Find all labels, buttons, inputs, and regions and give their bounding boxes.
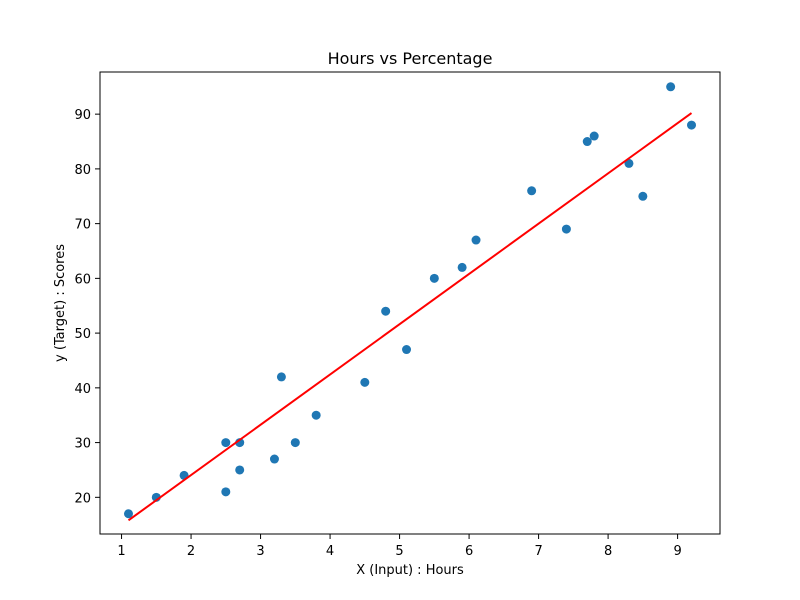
data-point <box>381 306 391 316</box>
x-tick-label: 6 <box>465 544 473 559</box>
data-point <box>471 235 481 245</box>
data-point <box>311 410 321 420</box>
data-point <box>561 224 571 234</box>
regression-line <box>127 112 693 522</box>
y-tick-label: 20 <box>74 491 91 506</box>
data-point <box>589 131 599 141</box>
x-axis-label: X (Input) : Hours <box>356 563 464 578</box>
y-axis-ticks: 20 30 40 50 60 70 80 90 <box>74 108 100 506</box>
x-tick-label: 9 <box>673 544 681 559</box>
chart-title: Hours vs Percentage <box>328 49 493 68</box>
y-tick-label: 60 <box>74 272 91 287</box>
x-tick-label: 7 <box>534 544 542 559</box>
data-point <box>429 273 439 283</box>
y-tick-label: 40 <box>74 382 91 397</box>
data-point <box>666 82 676 92</box>
data-point <box>290 438 300 448</box>
data-point <box>221 438 231 448</box>
data-point <box>269 454 279 464</box>
axes-frame <box>99 71 721 535</box>
plot-area <box>99 71 721 535</box>
data-point <box>687 120 697 130</box>
data-point <box>402 345 412 355</box>
data-point <box>527 186 537 196</box>
y-axis-label: y (Target) : Scores <box>53 244 68 362</box>
x-tick-label: 2 <box>187 544 195 559</box>
y-tick-label: 50 <box>74 327 91 342</box>
x-axis-ticks: 1 2 3 4 5 6 7 8 9 <box>117 534 682 559</box>
data-point <box>276 372 286 382</box>
data-point <box>582 137 592 147</box>
y-tick-label: 30 <box>74 437 91 452</box>
y-tick-label: 80 <box>74 163 91 178</box>
x-tick-label: 8 <box>604 544 612 559</box>
data-point <box>360 377 370 387</box>
data-point <box>638 191 648 201</box>
y-tick-label: 90 <box>74 108 91 123</box>
y-tick-label: 70 <box>74 218 91 233</box>
x-tick-label: 3 <box>256 544 264 559</box>
data-marks <box>123 82 697 522</box>
x-tick-label: 1 <box>117 544 125 559</box>
data-point <box>221 487 231 497</box>
data-point <box>457 262 467 272</box>
data-point <box>123 509 133 519</box>
data-point <box>235 465 245 475</box>
x-tick-label: 4 <box>326 544 334 559</box>
x-tick-label: 5 <box>395 544 403 559</box>
